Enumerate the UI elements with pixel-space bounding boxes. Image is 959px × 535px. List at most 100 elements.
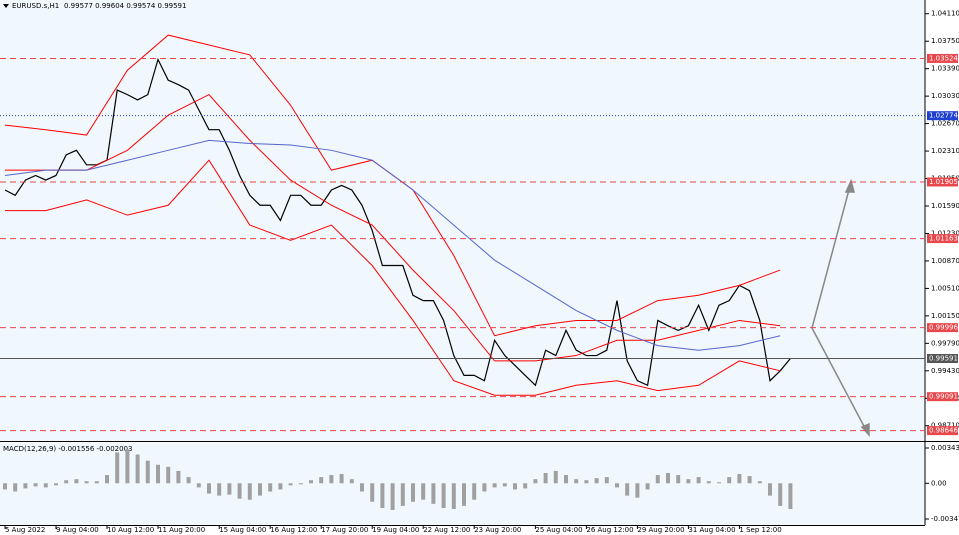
histogram-bar (380, 483, 385, 508)
histogram-bar (186, 477, 191, 484)
macd-title: MACD(12,26,9) -0.001556 -0.002003 (3, 445, 132, 453)
histogram-bar (145, 460, 150, 484)
histogram-bar (615, 483, 619, 488)
y-tick-label: 1.02310 (931, 147, 959, 155)
x-tick-label: 10 Aug 12:00 (107, 526, 154, 534)
histogram-bar (502, 483, 507, 487)
x-tick-label: 1 Sep 12:00 (739, 526, 781, 534)
histogram-bar (115, 452, 120, 484)
histogram-bar (329, 475, 334, 484)
histogram-bar (298, 483, 303, 485)
histogram-bar (686, 479, 691, 484)
y-tick-label: 0.99790 (931, 339, 959, 347)
histogram-bar (492, 483, 497, 488)
histogram-bar (676, 475, 681, 484)
histogram-bar (553, 470, 558, 484)
ohlc: 0.99577 0.99604 0.99574 0.99591 (64, 2, 186, 10)
histogram-bar (74, 479, 79, 484)
level-label: 0.98646 (929, 427, 958, 435)
level-label: 0.99591 (929, 355, 958, 363)
histogram-bar (227, 483, 232, 495)
arrowhead (844, 178, 855, 193)
histogram-bar (666, 473, 670, 484)
histogram-bar (156, 464, 160, 484)
histogram-bar (33, 483, 38, 487)
x-tick-label: 11 Aug 20:00 (158, 526, 205, 534)
histogram-bar (604, 477, 609, 484)
histogram-bar (625, 483, 630, 496)
histogram-bar (237, 483, 242, 499)
x-tick-label: 16 Aug 12:00 (270, 526, 317, 534)
level-label: 1.01163 (929, 235, 958, 243)
arrow-up (811, 185, 851, 329)
histogram-bar (594, 478, 599, 484)
histogram-bar (737, 474, 742, 484)
x-tick-label: 5 Aug 2022 (5, 526, 45, 534)
y-tick-label: -0.003478 (931, 515, 959, 523)
x-tick-label: 17 Aug 20:00 (321, 526, 368, 534)
histogram-bar (727, 477, 732, 484)
price-line (4, 57, 791, 387)
histogram-bar (370, 483, 375, 502)
histogram-bar (788, 483, 793, 509)
level-box (927, 177, 958, 187)
level-label: 0.99996 (929, 324, 958, 332)
menu-icon[interactable] (3, 4, 9, 8)
histogram-bar (64, 480, 69, 484)
level-label: 0.99091 (929, 393, 958, 401)
main-pane (0, 0, 925, 441)
symbol: EURUSD.s,H1 (12, 2, 59, 10)
histogram-bar (278, 483, 283, 490)
histogram-bar (421, 483, 426, 500)
arrows (811, 178, 870, 437)
histogram-bar (768, 483, 772, 496)
histogram-bar (360, 483, 364, 492)
x-tick-label: 29 Aug 20:00 (637, 526, 684, 534)
histogram-bar (217, 483, 222, 496)
histogram-bar (268, 483, 273, 492)
histogram-bar (441, 483, 446, 508)
level-box (927, 354, 958, 364)
histogram-bar (390, 483, 395, 510)
level-box (927, 426, 958, 436)
level-box (927, 234, 958, 244)
level-box (927, 111, 958, 121)
histogram-bar (706, 481, 711, 484)
level-box (927, 392, 958, 402)
y-tick-label: 1.00870 (931, 257, 959, 265)
histogram-bar (54, 483, 58, 486)
y-tick-label: 1.03750 (931, 37, 959, 45)
x-tick-label: 19 Aug 04:00 (372, 526, 419, 534)
histogram-bar (309, 480, 313, 484)
histogram-bar (400, 483, 405, 506)
indicator-line (4, 139, 781, 351)
x-tick-label: 26 Aug 12:00 (586, 526, 633, 534)
x-tick-label: 23 Aug 20:00 (474, 526, 521, 534)
histogram-bar (482, 483, 487, 492)
histogram-bar (564, 475, 568, 484)
level-label: 1.02774 (929, 112, 958, 120)
histogram-bar (778, 483, 783, 506)
y-tick-label: 0.99430 (931, 367, 959, 375)
y-tick-label: 0.00 (931, 479, 947, 487)
x-tick-label: 31 Aug 04:00 (688, 526, 735, 534)
histogram-bar (3, 483, 7, 490)
histogram-bar (411, 483, 415, 502)
y-tick-label: 1.04110 (931, 10, 959, 18)
histogram-bar (166, 466, 171, 484)
x-tick-label: 9 Aug 04:00 (56, 526, 99, 534)
histogram-bar (523, 483, 528, 489)
histogram-bar (94, 481, 99, 484)
y-tick-label: 1.03390 (931, 65, 959, 73)
histogram-bar (717, 482, 721, 484)
histogram-bar (635, 483, 640, 498)
histogram-bar (319, 477, 324, 484)
x-tick-label: 15 Aug 04:00 (219, 526, 266, 534)
indicator-line (5, 93, 781, 362)
y-tick-label: 0.98710 (931, 422, 959, 430)
histogram-bar (451, 483, 456, 509)
histogram-bar (533, 479, 538, 484)
histogram-bar (43, 483, 48, 488)
histogram-bar (125, 449, 130, 484)
